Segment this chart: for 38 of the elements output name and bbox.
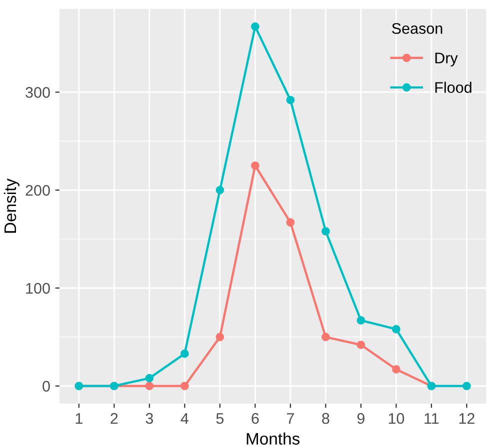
x-tick-label: 4 [180,413,188,424]
point [216,186,224,194]
x-axis-title: Months [246,432,300,445]
y-tick-label: 0 [42,380,50,392]
point [145,382,154,390]
point [251,22,260,31]
x-tick-label: 7 [286,413,294,424]
point [180,382,189,390]
x-tick-label: 6 [252,413,259,424]
point [145,374,154,382]
point [216,332,224,342]
point [392,325,400,334]
point [251,161,260,170]
x-tick-label: 5 [216,413,224,424]
x-tick-label: 10 [388,413,404,424]
point [356,316,366,325]
x-tick-label: 3 [146,413,153,424]
point [286,96,295,104]
x-tick-label: 1 [76,413,82,424]
point [322,332,330,342]
point [286,218,295,227]
point [180,350,189,358]
x-tick-label: 8 [322,413,330,424]
point [392,365,400,374]
point [322,227,330,236]
y-tick-label: 300 [26,87,50,98]
legend-title: Season [392,23,442,34]
point [462,382,471,390]
x-tick-label: 9 [357,413,364,424]
legend-label: Flood [435,82,472,93]
legend-label: Dry [435,52,458,66]
point [356,340,366,350]
x-tick-label: 2 [110,413,118,424]
x-tick-label: 12 [459,413,474,424]
y-tick-label: 100 [26,282,50,294]
x-tick-label: 11 [424,413,439,424]
y-axis-title: Density [4,178,20,233]
y-tick-label: 200 [26,184,50,196]
